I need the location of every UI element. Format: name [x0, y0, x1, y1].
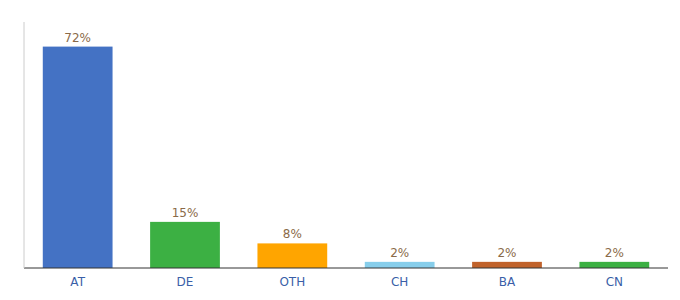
x-tick-label: BA	[499, 275, 516, 289]
bar	[257, 243, 327, 268]
bar	[579, 262, 649, 268]
data-label: 8%	[283, 227, 302, 241]
chart: 72% AT 15% DE 8% OTH 2% CH 2% BA 2% CN	[0, 0, 680, 300]
bar	[365, 262, 435, 268]
bar	[150, 222, 220, 268]
y-axis-line	[24, 22, 25, 268]
data-label: 2%	[605, 246, 624, 260]
x-axis-line	[24, 268, 668, 269]
plot-area	[43, 47, 649, 268]
labels: 72% AT 15% DE 8% OTH 2% CH 2% BA 2% CN	[64, 31, 624, 289]
chart-svg: 72% AT 15% DE 8% OTH 2% CH 2% BA 2% CN	[0, 0, 680, 300]
bar	[472, 262, 542, 268]
x-tick-label: CN	[606, 275, 623, 289]
data-label: 72%	[64, 31, 91, 45]
x-tick-label: AT	[70, 275, 85, 289]
data-label: 2%	[497, 246, 516, 260]
data-label: 15%	[172, 206, 199, 220]
x-tick-label: CH	[391, 275, 408, 289]
data-label: 2%	[390, 246, 409, 260]
x-tick-label: DE	[177, 275, 194, 289]
bar	[43, 47, 113, 268]
x-tick-label: OTH	[279, 275, 305, 289]
